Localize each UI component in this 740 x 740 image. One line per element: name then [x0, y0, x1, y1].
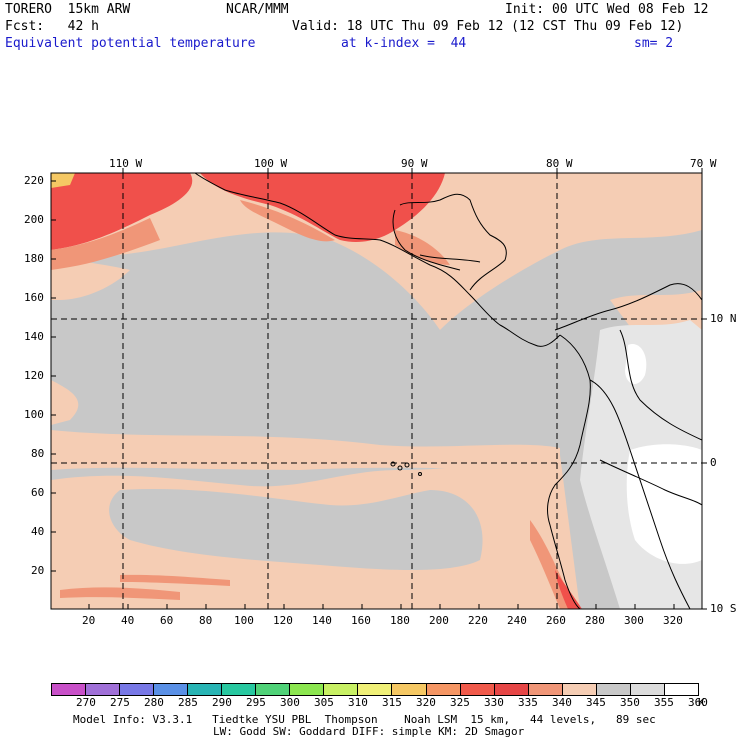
colorbar-label: 335: [518, 696, 538, 709]
physics-info: LW: Godd SW: Goddard DIFF: simple KM: 2D…: [213, 725, 525, 738]
colorbar-label: 270: [76, 696, 96, 709]
x-tick-label: 260: [546, 614, 566, 627]
coastlines: [194, 173, 702, 609]
field-shading: [51, 173, 702, 609]
x-tick-label: 300: [624, 614, 644, 627]
y-tick-label: 220: [24, 174, 44, 187]
lat-label: 0: [710, 456, 717, 469]
valid-time: Valid: 18 UTC Thu 09 Feb 12 (12 CST Thu …: [292, 19, 684, 34]
lon-label: 80 W: [546, 157, 573, 170]
colorbar-swatch: [459, 684, 494, 695]
colorbar-label: 355: [654, 696, 674, 709]
colorbar-swatch: [391, 684, 426, 695]
colorbar-label: 305: [314, 696, 334, 709]
x-tick-label: 140: [312, 614, 332, 627]
colorbar-label: 340: [552, 696, 572, 709]
x-tick-label: 320: [663, 614, 683, 627]
colorbar-swatch: [323, 684, 358, 695]
colorbar: [51, 683, 699, 696]
colorbar-swatch: [663, 684, 698, 695]
y-tick-label: 120: [24, 369, 44, 382]
y-tick-label: 20: [31, 564, 45, 577]
colorbar-unit: K: [698, 696, 705, 709]
x-tick-label: 220: [468, 614, 488, 627]
center-name: NCAR/MMM: [226, 2, 289, 17]
x-tick-label: 40: [121, 614, 135, 627]
colorbar-label: 285: [178, 696, 198, 709]
colorbar-swatch: [187, 684, 222, 695]
lon-label: 100 W: [254, 157, 288, 170]
colorbar-swatch: [221, 684, 256, 695]
graticule: [51, 173, 702, 609]
lat-label: 10 N: [710, 312, 737, 325]
y-tick-label: 60: [31, 486, 45, 499]
colorbar-label: 315: [382, 696, 402, 709]
x-tick-label: 240: [507, 614, 527, 627]
lon-label: 110 W: [109, 157, 143, 170]
x-tick-label: 100: [234, 614, 254, 627]
colorbar-swatch: [629, 684, 664, 695]
y-tick-label: 80: [31, 447, 45, 460]
colorbar-label: 360: [688, 696, 708, 709]
x-ticks: [88, 604, 675, 609]
smoothing-label: sm= 2: [634, 36, 674, 51]
y-tick-label: 160: [24, 291, 44, 304]
lon-label: 90 W: [401, 157, 428, 170]
colorbar-swatch: [561, 684, 596, 695]
colorbar-swatch: [357, 684, 392, 695]
y-ticks: [51, 180, 56, 572]
colorbar-label: 345: [586, 696, 606, 709]
colorbar-label: 300: [280, 696, 300, 709]
colorbar-label: 350: [620, 696, 640, 709]
y-tick-label: 40: [31, 525, 45, 538]
field-name: Equivalent potential temperature: [5, 36, 256, 51]
level-label: at k-index = 44: [341, 36, 467, 51]
model-name: TORERO 15km ARW: [5, 2, 131, 17]
colorbar-label: 290: [212, 696, 232, 709]
colorbar-swatch: [153, 684, 188, 695]
x-tick-label: 60: [160, 614, 174, 627]
lon-label: 70 W: [690, 157, 717, 170]
colorbar-label: 320: [416, 696, 436, 709]
colorbar-swatch: [289, 684, 324, 695]
y-tick-label: 180: [24, 252, 44, 265]
y-tick-label: 100: [24, 408, 44, 421]
colorbar-swatch: [527, 684, 562, 695]
x-tick-label: 80: [199, 614, 213, 627]
colorbar-swatch: [425, 684, 460, 695]
colorbar-swatch: [119, 684, 154, 695]
colorbar-label: 275: [110, 696, 130, 709]
colorbar-swatch: [255, 684, 290, 695]
lat-label: 10 S: [710, 602, 737, 615]
y-tick-label: 140: [24, 330, 44, 343]
colorbar-swatch: [595, 684, 630, 695]
colorbar-label: 310: [348, 696, 368, 709]
colorbar-swatch: [493, 684, 528, 695]
x-tick-label: 160: [351, 614, 371, 627]
colorbar-label: 280: [144, 696, 164, 709]
colorbar-swatch: [52, 684, 86, 695]
model-info: Model Info: V3.3.1 Tiedtke YSU PBL Thomp…: [73, 713, 656, 726]
colorbar-label: 330: [484, 696, 504, 709]
x-tick-label: 180: [390, 614, 410, 627]
galapagos-islands: [390, 461, 422, 476]
forecast-hour: Fcst: 42 h: [5, 19, 99, 34]
colorbar-label: 325: [450, 696, 470, 709]
x-tick-label: 280: [585, 614, 605, 627]
init-time: Init: 00 UTC Wed 08 Feb 12: [505, 2, 709, 17]
colorbar-swatch: [85, 684, 120, 695]
y-tick-label: 200: [24, 213, 44, 226]
colorbar-labels: 270 275 280 285 290 295 300 305 310 315 320 325 330 3…: [51, 696, 711, 710]
x-tick-label: 200: [429, 614, 449, 627]
x-tick-label: 20: [82, 614, 96, 627]
colorbar-label: 295: [246, 696, 266, 709]
x-tick-label: 120: [273, 614, 293, 627]
